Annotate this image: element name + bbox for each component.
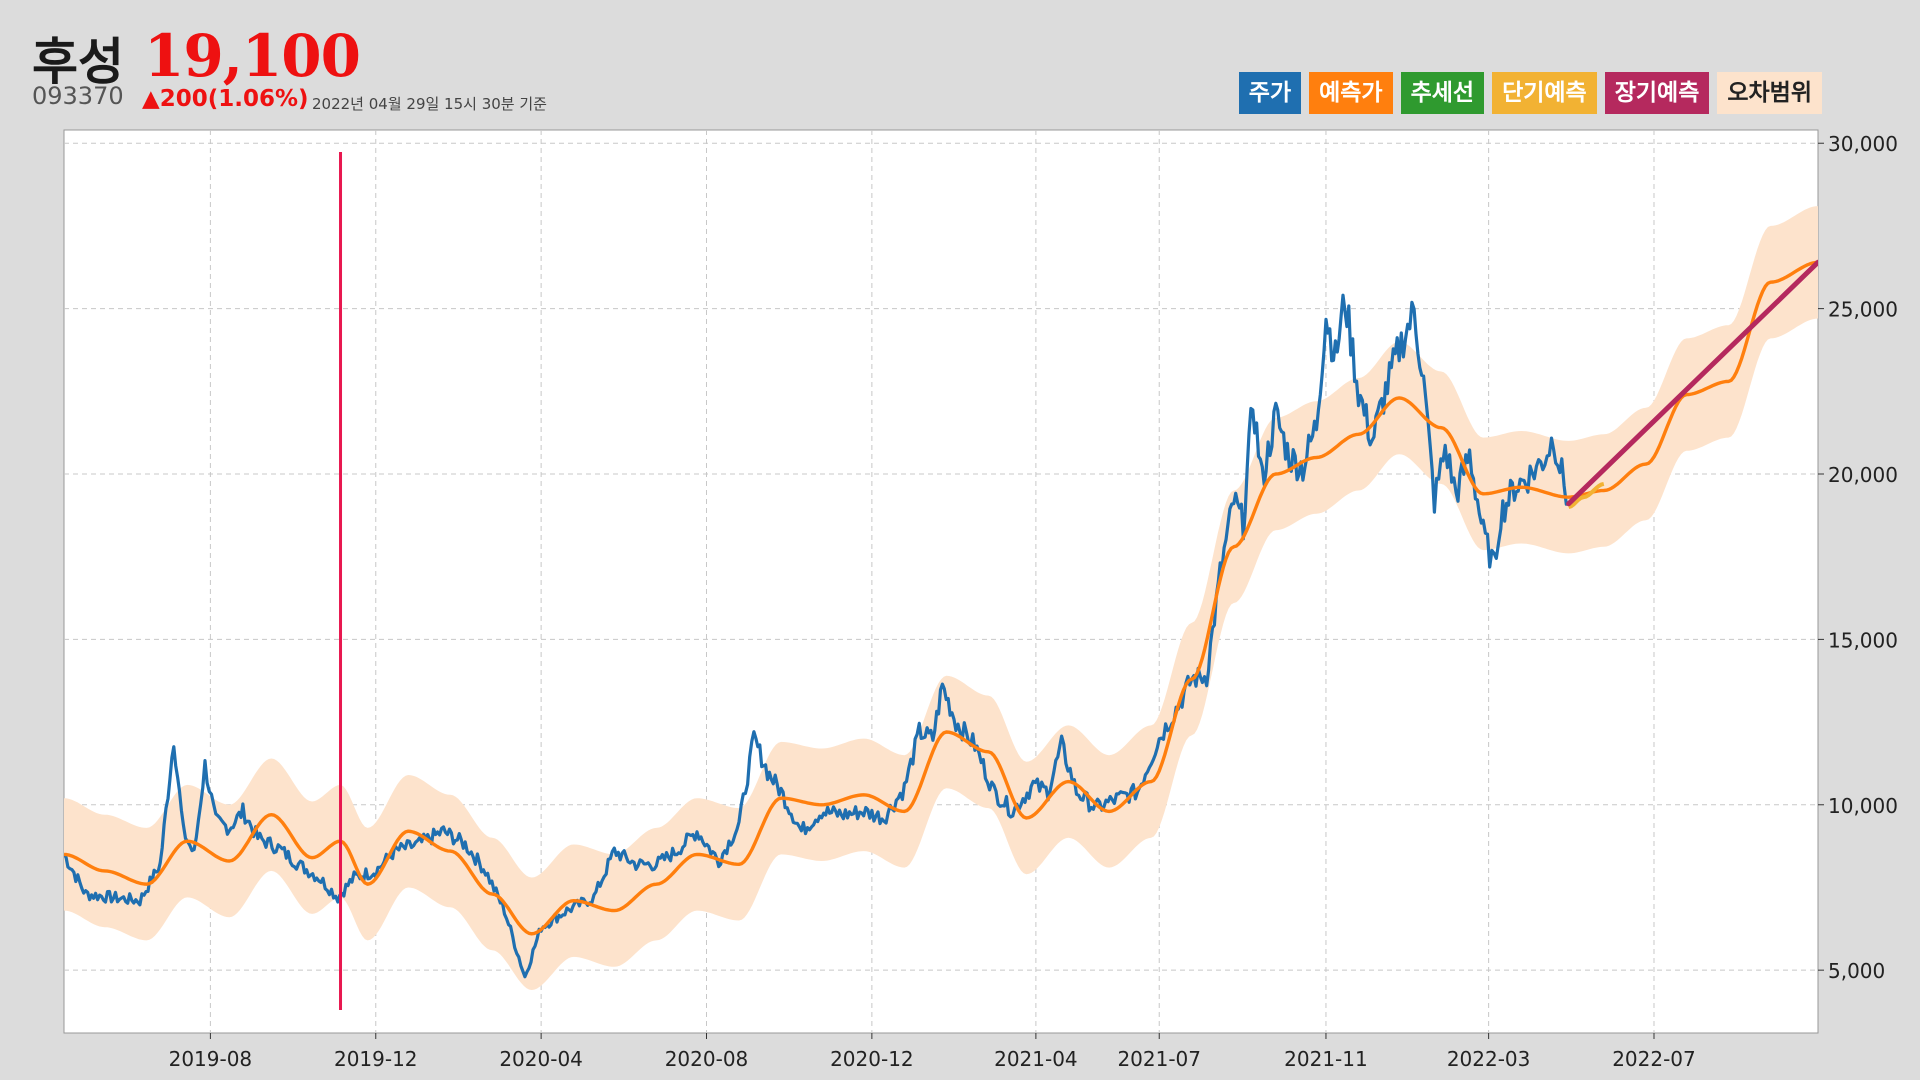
x-tick-label: 2020-12	[830, 1047, 914, 1071]
y-tick-label: 5,000	[1828, 959, 1885, 983]
timestamp: 2022년 04월 29일 15시 30분 기준	[312, 95, 547, 113]
x-tick-label: 2021-04	[994, 1047, 1078, 1071]
x-tick-label: 2022-07	[1612, 1047, 1696, 1071]
legend-item-short-term[interactable]: 단기예측	[1492, 72, 1597, 114]
x-tick-label: 2020-08	[665, 1047, 749, 1071]
current-price: 19,100	[144, 22, 361, 90]
y-tick-label: 20,000	[1828, 463, 1898, 487]
stock-name: 후성	[32, 33, 124, 91]
legend-item-price[interactable]: 주가	[1238, 72, 1302, 114]
legend-item-long-term[interactable]: 장기예측	[1604, 72, 1710, 114]
stock-code: 093370	[32, 82, 124, 110]
x-tick-label: 2019-08	[169, 1047, 253, 1071]
x-tick-label: 2019-12	[334, 1047, 418, 1071]
short-term-forecast-line	[1567, 481, 1605, 510]
x-tick-label: 2022-03	[1447, 1047, 1531, 1071]
x-tick-label: 2020-04	[499, 1047, 583, 1071]
long-term-forecast-line	[1566, 259, 1818, 507]
legend-item-trend[interactable]: 추세선	[1400, 72, 1485, 114]
y-tick-label: 10,000	[1828, 794, 1898, 818]
y-tick-label: 30,000	[1828, 132, 1898, 156]
chart-legend: 주가 예측가 추세선 단기예측 장기예측 오차범위	[1238, 72, 1822, 114]
legend-item-forecast[interactable]: 예측가	[1309, 72, 1393, 114]
y-tick-label: 15,000	[1828, 628, 1898, 652]
legend-item-error-range[interactable]: 오차범위	[1717, 72, 1822, 114]
price-line	[64, 293, 1569, 979]
x-tick-label: 2021-07	[1117, 1047, 1201, 1071]
forecast-line	[64, 260, 1818, 936]
y-tick-label: 25,000	[1828, 298, 1898, 322]
x-tick-label: 2021-11	[1284, 1047, 1368, 1071]
plot-layer	[64, 206, 1818, 991]
price-change: ▲200(1.06%)	[142, 86, 309, 112]
